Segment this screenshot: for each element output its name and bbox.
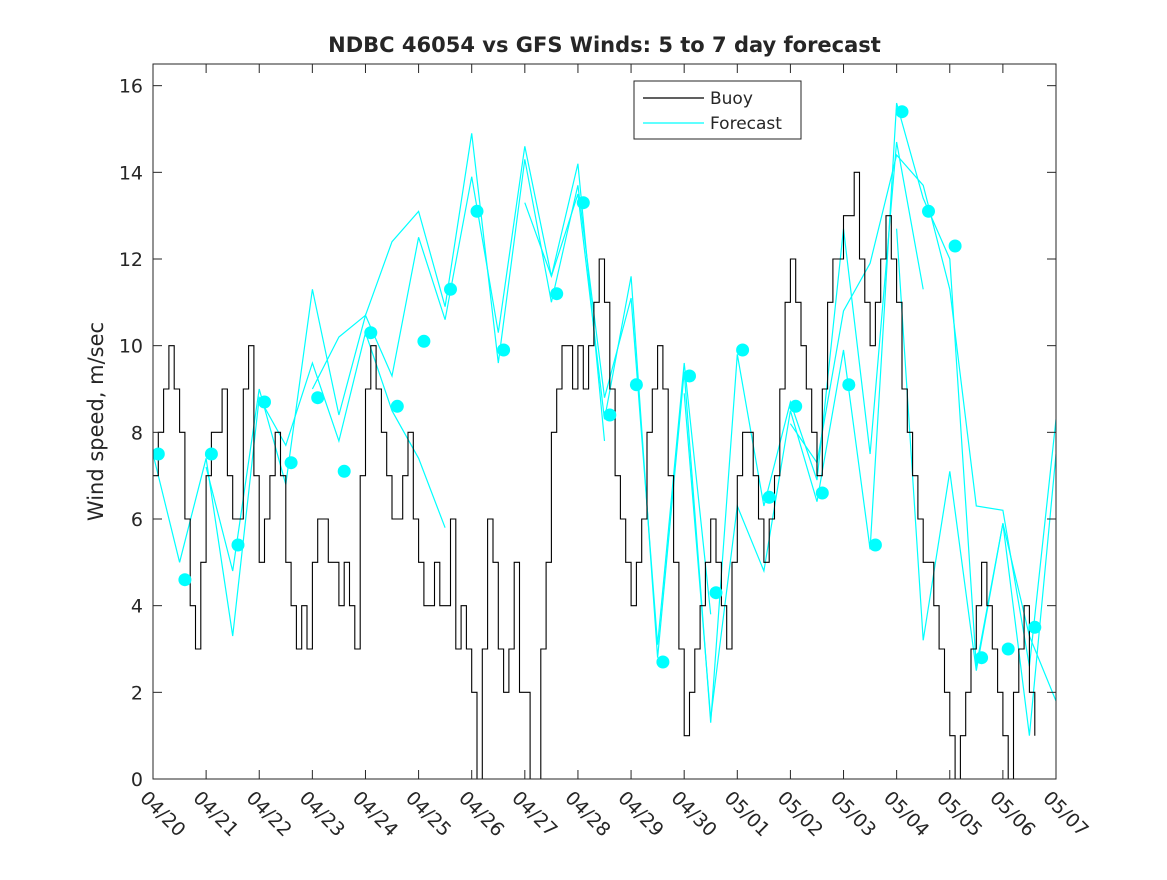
- y-tick-label: 2: [131, 682, 143, 704]
- forecast-marker: [258, 395, 271, 409]
- forecast-marker: [656, 655, 670, 669]
- forecast-run-line: [153, 330, 446, 637]
- forecast-marker: [417, 334, 431, 348]
- y-tick-label: 6: [131, 509, 143, 531]
- forecast-marker: [231, 538, 245, 552]
- forecast-marker: [390, 399, 404, 413]
- forecast-marker: [815, 486, 829, 500]
- y-tick-label: 8: [131, 422, 143, 444]
- forecast-marker: [178, 573, 192, 587]
- forecast-marker: [284, 456, 298, 470]
- forecast-marker: [895, 105, 909, 119]
- y-tick-label: 4: [131, 596, 143, 618]
- y-tick-label: 12: [119, 249, 143, 271]
- y-tick-label: 16: [119, 76, 143, 98]
- forecast-marker: [736, 343, 750, 357]
- forecast-marker: [337, 464, 351, 478]
- forecast-marker: [470, 204, 484, 218]
- forecast-run-line: [524, 141, 924, 723]
- forecast-marker: [550, 287, 564, 301]
- forecast-marker: [683, 369, 696, 383]
- forecast-marker: [1028, 620, 1042, 634]
- forecast-run-line: [789, 153, 1056, 667]
- y-tick-label: 0: [131, 769, 143, 791]
- forecast-marker: [922, 204, 935, 218]
- forecast-marker: [948, 239, 962, 253]
- forecast-marker: [603, 408, 617, 422]
- forecast-marker: [975, 651, 989, 665]
- forecast-marker: [497, 343, 511, 357]
- legend-label: Buoy: [710, 89, 753, 109]
- forecast-marker: [153, 447, 165, 461]
- buoy-line: [153, 171, 1036, 779]
- forecast-marker: [629, 378, 643, 392]
- forecast-marker: [204, 447, 218, 461]
- forecast-marker: [1001, 642, 1015, 656]
- legend-label: Forecast: [710, 114, 782, 134]
- forecast-marker: [789, 399, 803, 413]
- forecast-run-line: [896, 228, 1056, 736]
- chart-title: NDBC 46054 vs GFS Winds: 5 to 7 day fore…: [328, 33, 881, 57]
- forecast-marker: [364, 326, 378, 340]
- forecast-marker: [868, 538, 882, 552]
- y-axis-label: Wind speed, m/sec: [84, 322, 108, 521]
- legend-box: [633, 80, 802, 140]
- forecast-marker: [311, 391, 325, 405]
- plot-area: [153, 64, 1056, 779]
- forecast-marker: [842, 378, 856, 392]
- forecast-marker: [576, 196, 590, 210]
- y-tick-label: 14: [119, 162, 143, 184]
- forecast-marker: [762, 490, 776, 504]
- forecast-marker: [444, 282, 457, 296]
- forecast-marker: [709, 586, 723, 600]
- legend: Buoy Forecast: [633, 80, 802, 140]
- series-layer: [153, 102, 1056, 779]
- axes-box: [152, 63, 1057, 780]
- y-tick-label: 10: [119, 336, 143, 358]
- forecast-run-line: [205, 146, 606, 572]
